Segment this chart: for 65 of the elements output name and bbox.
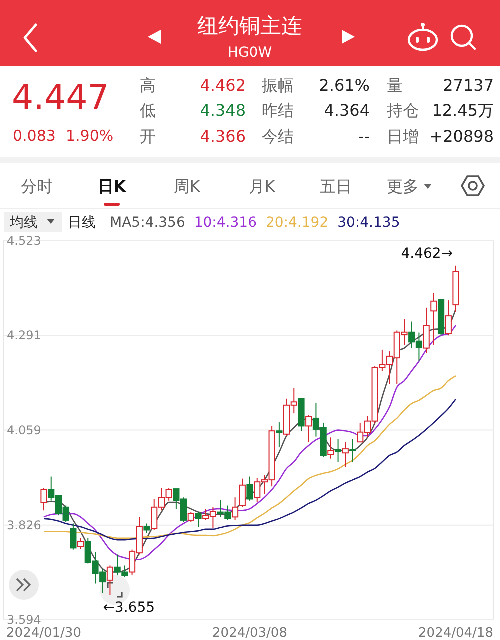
text: 持仓 — [387, 101, 419, 120]
text: 低 — [140, 101, 156, 120]
candlestick — [445, 300, 452, 336]
candlestick — [144, 523, 150, 534]
text: 分时 — [21, 177, 53, 196]
text: 4.364 — [324, 101, 370, 120]
text: 4.348 — [200, 101, 246, 120]
text: 20:4.192 — [266, 215, 329, 231]
y-tick-label: 4.059 — [7, 423, 42, 438]
y-tick-label: 4.291 — [7, 328, 42, 343]
candlestick — [328, 437, 334, 460]
y-tick-label: 4.523 — [7, 234, 42, 248]
text: 2.61% — [319, 76, 370, 95]
candlestick — [77, 538, 84, 550]
x-tick-label: 2024/01/30 — [6, 626, 82, 640]
candlestick — [239, 478, 246, 508]
y-tick-label: 3.826 — [7, 518, 42, 532]
candlestick — [334, 438, 342, 463]
text: 4.447 — [12, 78, 110, 118]
text: +20898 — [430, 127, 494, 146]
candlestick — [40, 488, 48, 512]
text: 12.45万 — [432, 101, 494, 120]
line-series — [43, 398, 457, 541]
text: 0.083 — [13, 127, 56, 145]
candlestick — [188, 512, 194, 523]
annotation: 4.462→ — [401, 246, 454, 262]
text: 10:4.316 — [194, 215, 258, 231]
candlestick — [70, 523, 77, 550]
x-tick-label: 2024/04/18 — [418, 626, 494, 640]
candlestick — [232, 497, 239, 521]
text: 开 — [140, 127, 156, 146]
text: 27137 — [443, 76, 494, 95]
text: 月K — [248, 177, 276, 196]
text: MA5:4.356 — [110, 215, 186, 231]
text: 今结 — [262, 127, 294, 146]
candlestick — [342, 442, 349, 468]
y-tick-label: 3.594 — [7, 613, 42, 627]
text: 振幅 — [262, 76, 294, 95]
text: 4.462 — [200, 76, 246, 95]
text: 高 — [140, 76, 156, 95]
text: 30:4.135 — [338, 215, 400, 231]
x-tick-label: 2024/03/08 — [212, 626, 288, 640]
annotation: ←3.655 — [103, 600, 156, 616]
text: 均线 — [9, 215, 38, 231]
text: 1.90% — [66, 127, 114, 145]
chart-title: 纽约铜主连 — [198, 14, 302, 38]
candlestick — [195, 512, 202, 528]
text: 日K — [98, 177, 127, 196]
chart-subtitle: HG0W — [228, 45, 272, 61]
text: -- — [358, 127, 370, 146]
candlestick — [430, 292, 438, 346]
text: 量 — [387, 76, 403, 95]
candlestick — [246, 476, 254, 502]
text: 日增 — [387, 127, 419, 146]
candlestick — [306, 414, 312, 444]
text: 周K — [174, 177, 201, 196]
candlestick — [350, 438, 356, 463]
candlestick — [106, 565, 114, 596]
text: 日线 — [68, 215, 96, 231]
text: 五日 — [320, 177, 352, 196]
text: 4.366 — [200, 127, 246, 146]
candlestick — [276, 422, 283, 448]
text: 昨结 — [262, 101, 294, 120]
text: 更多 — [387, 177, 419, 196]
candlestick — [423, 307, 430, 354]
